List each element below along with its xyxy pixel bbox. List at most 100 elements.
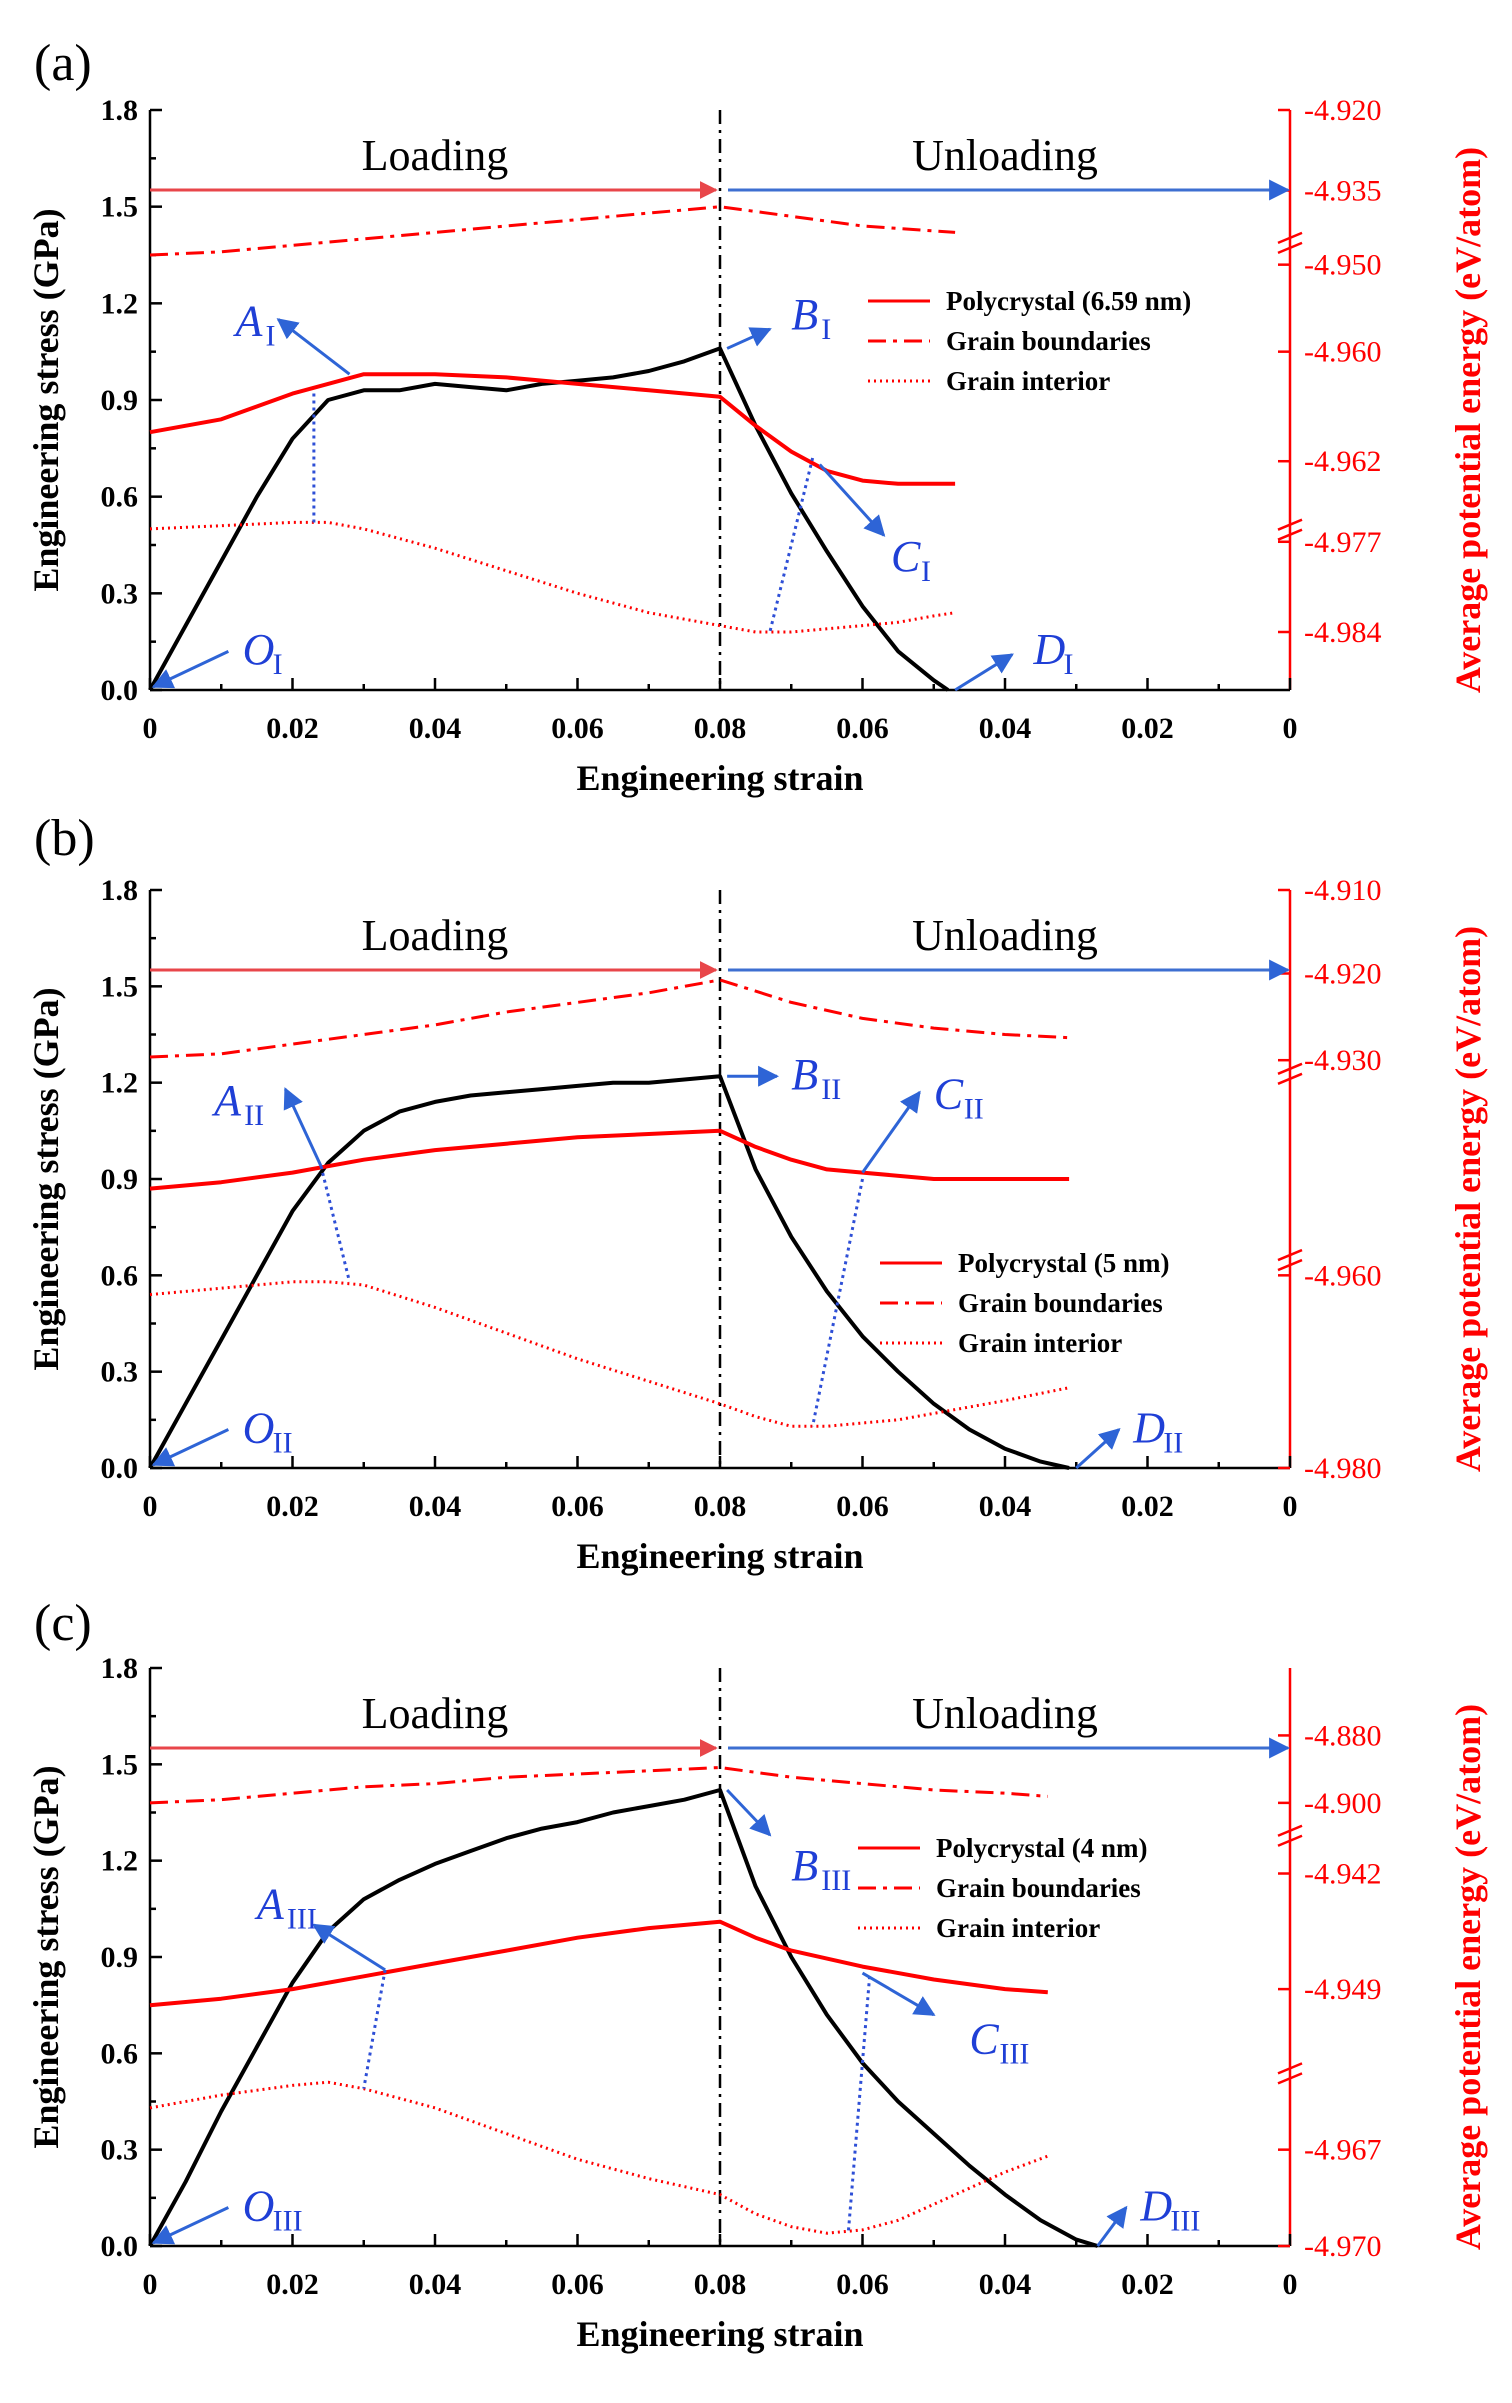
point-label-a: A (254, 1879, 285, 1928)
point-subscript: II (964, 1092, 984, 1125)
y-left-tick-label: 0.6 (101, 1259, 139, 1292)
point-subscript: I (921, 555, 931, 588)
y-right-tick-label: -4.880 (1304, 1719, 1382, 1752)
y-left-tick-label: 0.3 (101, 2134, 139, 2167)
point-arrow (151, 649, 230, 689)
y-right-tick-label: -4.960 (1304, 336, 1382, 369)
legend-label: Grain boundaries (946, 326, 1151, 356)
y-right-tick-label: -4.962 (1304, 445, 1382, 478)
axis-break-mark (1277, 1824, 1303, 1847)
y-right-tick-label: -4.910 (1304, 874, 1382, 907)
point-label-b: B (791, 1050, 818, 1099)
point-arrow (1096, 2205, 1128, 2247)
point-subscript: III (287, 1902, 317, 1935)
x-tick-label: 0.08 (694, 2268, 747, 2301)
point-subscript: III (1170, 2204, 1200, 2237)
series-polycrystal (149, 1128, 1070, 1191)
y-left-axis-title: Engineering stress (GPa) (26, 1765, 66, 2148)
y-left-tick-label: 1.2 (101, 1845, 139, 1878)
x-tick-label: 0 (1283, 1490, 1298, 1523)
x-tick-label: 0.02 (266, 1490, 319, 1523)
point-arrow (312, 1923, 386, 1972)
point-arrow (726, 327, 772, 350)
x-tick-label: 0.06 (551, 2268, 604, 2301)
legend-label: Polycrystal (6.59 nm) (946, 286, 1191, 316)
point-arrow (954, 653, 1014, 692)
point-subscript: I (821, 313, 831, 346)
point-arrow (861, 1971, 936, 2017)
point-label-d: D (1132, 1403, 1165, 1452)
y-left-tick-label: 0.6 (101, 481, 139, 514)
x-tick-label: 0.08 (694, 1490, 747, 1523)
point-label-o: O (243, 625, 275, 674)
panel-b: (b) 0.0 0.3 0.6 0.9 1.2 1.5 1.8 0 0.02 0.04 0.06 0.0… (26, 810, 1488, 1576)
y-right-tick-label: -4.950 (1304, 249, 1382, 282)
point-arrow (151, 2206, 230, 2245)
x-tick-label: 0.02 (1121, 2268, 1174, 2301)
unloading-label: Unloading (912, 911, 1098, 960)
point-subscript: III (821, 1864, 851, 1897)
axis-break-mark (1277, 231, 1303, 255)
y-right-tick-label: -4.980 (1304, 1452, 1382, 1485)
x-tick-label: 0.04 (409, 712, 462, 745)
y-right-tick-label: -4.960 (1304, 1259, 1382, 1292)
y-left-tick-label: 1.8 (101, 1652, 139, 1685)
x-tick-label: 0.02 (1121, 1490, 1174, 1523)
series-grain-boundaries (149, 978, 1070, 1059)
x-tick-label: 0 (143, 2268, 158, 2301)
series-grain-boundaries (149, 205, 956, 257)
point-subscript: II (273, 1426, 293, 1459)
x-tick-label: 0.06 (836, 2268, 889, 2301)
legend-label: Polycrystal (5 nm) (958, 1248, 1169, 1278)
point-label-c: C (891, 532, 921, 581)
y-left-tick-label: 0.6 (101, 2037, 139, 2070)
x-tick-label: 0.04 (979, 712, 1032, 745)
point-subscript: I (273, 648, 283, 681)
y-left-axis-title: Engineering stress (GPa) (26, 987, 66, 1370)
panel-label: (a) (34, 35, 92, 92)
x-tick-label: 0 (1283, 2268, 1298, 2301)
legend-label: Grain interior (936, 1913, 1100, 1943)
y-left-tick-label: 1.8 (101, 94, 139, 127)
series-polycrystal (149, 372, 956, 486)
y-left-tick-label: 1.5 (101, 191, 139, 224)
point-label-c: C (969, 2014, 999, 2063)
series-polycrystal (149, 1919, 1048, 2008)
point-label-b: B (791, 1841, 818, 1890)
point-arrow (276, 318, 351, 376)
y-left-tick-label: 0.9 (101, 1163, 139, 1196)
point-label-o: O (243, 2181, 275, 2230)
panel-c: (c) 0.0 0.3 0.6 0.9 1.2 1.5 1.8 0 0.02 0.04 0.06 0.0… (26, 1595, 1488, 2354)
point-label-c: C (934, 1069, 964, 1118)
loading-label: Loading (362, 911, 509, 960)
series-grain-interior (149, 2080, 1049, 2235)
y-left-tick-label: 1.2 (101, 1067, 139, 1100)
point-subscript: I (266, 320, 276, 353)
x-tick-label: 0.04 (979, 1490, 1032, 1523)
y-right-axis-title: Average potential energy (eV/atom) (1448, 926, 1488, 1472)
y-left-axis-title: Engineering stress (GPa) (26, 208, 66, 591)
x-tick-label: 0.06 (836, 1490, 889, 1523)
y-right-tick-label: -4.920 (1304, 957, 1382, 990)
series-stress (148, 1788, 1099, 2248)
y-right-tick-label: -4.949 (1304, 1973, 1382, 2006)
guide-line (846, 1976, 872, 2234)
point-label-o: O (243, 1403, 275, 1452)
point-subscript: III (999, 2037, 1029, 2070)
x-tick-label: 0 (143, 1490, 158, 1523)
x-tick-label: 0.06 (836, 712, 889, 745)
x-tick-label: 0 (143, 712, 158, 745)
point-label-a: A (211, 1076, 242, 1125)
y-left-tick-label: 0.0 (101, 674, 139, 707)
point-arrow (818, 463, 886, 537)
point-arrow (1075, 1428, 1121, 1470)
y-right-tick-label: -4.942 (1304, 1858, 1382, 1891)
panel-a: (a) 0.0 0.3 0.6 0.9 1.2 1.5 1.8 0 0.02 0.04 0.06 0.0… (26, 35, 1488, 798)
y-right-tick-label: -4.930 (1304, 1044, 1382, 1077)
x-tick-label: 0.02 (1121, 712, 1174, 745)
y-left-tick-label: 1.5 (101, 970, 139, 1003)
x-tick-label: 0.04 (409, 1490, 462, 1523)
guide-line (362, 1969, 387, 2089)
guide-line (319, 1165, 351, 1283)
